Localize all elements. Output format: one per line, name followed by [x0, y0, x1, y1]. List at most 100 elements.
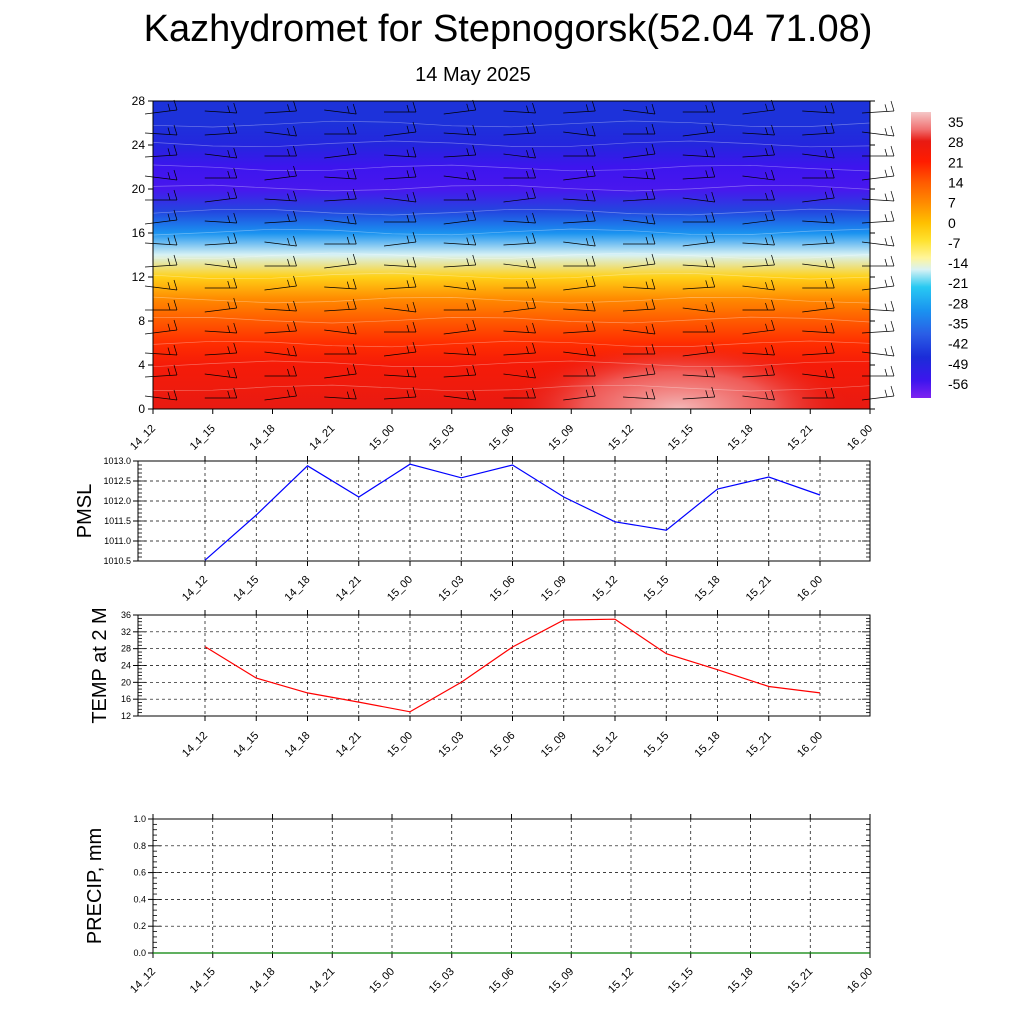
wind-barb [682, 121, 716, 137]
x-tick-label: 15_12 [606, 966, 636, 996]
wind-barb [742, 169, 775, 181]
wind-barb [802, 167, 835, 179]
y-tick-label: 1011.5 [104, 516, 131, 526]
wind-barb [204, 122, 238, 136]
x-tick-label: 15_00 [367, 423, 397, 453]
x-tick-label: 15_03 [436, 730, 466, 760]
wind-barb [383, 166, 417, 180]
wind-barb [144, 344, 178, 356]
wind-barb [563, 385, 596, 401]
wind-barb [383, 256, 417, 268]
wind-barb [204, 342, 238, 356]
wind-barb [443, 144, 477, 158]
x-tick-label: 15_21 [785, 423, 815, 453]
y-tick-label: 4 [138, 358, 145, 372]
wind-barb [682, 231, 716, 247]
wind-barb [802, 212, 835, 224]
x-tick-label: 14_21 [307, 423, 337, 453]
wind-barb [862, 365, 895, 377]
wind-barb [264, 100, 297, 114]
wind-barb [622, 363, 656, 379]
wind-barb [324, 278, 357, 290]
wind-barb [324, 123, 357, 135]
x-tick-label: 15_06 [488, 574, 518, 604]
wind-barb [802, 122, 835, 136]
y-tick-label: 1011.0 [104, 536, 131, 546]
x-tick-label: 15_21 [744, 574, 774, 604]
wind-barb [144, 144, 178, 158]
wind-barb [264, 125, 297, 137]
wind-barb [861, 100, 895, 114]
wind-barb [204, 297, 238, 313]
wind-barb [861, 385, 895, 401]
y-tick-label: 24 [132, 138, 146, 152]
wind-barb [144, 209, 178, 225]
wind-barb [742, 279, 775, 291]
wind-barb [622, 213, 656, 225]
wind-barb [622, 323, 656, 335]
x-tick-label: 15_18 [693, 730, 723, 760]
y-tick-label: 0.0 [133, 948, 146, 958]
x-tick-label: 15_15 [641, 574, 671, 604]
wind-barb [204, 277, 238, 289]
wind-barb [443, 279, 477, 291]
wind-barb [204, 387, 238, 399]
wind-barb [443, 319, 477, 335]
y-tick-label: 1013.0 [103, 456, 131, 466]
wind-barb [383, 191, 417, 203]
wind-barb [384, 321, 417, 333]
x-tick-label: 15_15 [666, 966, 696, 996]
wind-barb [622, 168, 656, 180]
wind-barb [324, 168, 357, 180]
colorbar: 35 28 21 14 7 0 -7 -14 -21 -28 -35 -42 -49 -56 [911, 112, 968, 398]
y-tick-label: 1012.0 [103, 496, 131, 506]
wind-barb [145, 299, 178, 311]
wind-barb [204, 187, 238, 203]
wind-barb [682, 146, 716, 158]
x-tick-label: 15_03 [427, 966, 457, 996]
wind-barb [682, 256, 716, 268]
x-tick-label: 14_12 [180, 574, 210, 604]
wind-barb [264, 385, 297, 401]
wind-barb [563, 345, 596, 357]
contour-line [153, 208, 870, 216]
wind-barb [264, 300, 297, 312]
wind-barb [861, 345, 895, 357]
wind-barb [622, 298, 656, 312]
wind-barb [383, 366, 417, 378]
wind-barb [802, 297, 835, 313]
x-tick-label: 14_15 [231, 730, 261, 760]
wind-barb [443, 234, 477, 246]
wind-barb [443, 124, 477, 136]
wind-barb [742, 144, 775, 158]
x-tick-label: 15_09 [539, 574, 569, 604]
wind-barb [742, 209, 775, 225]
y-tick-label: 32 [121, 627, 131, 637]
colorbar-tick-label: 35 [948, 114, 964, 130]
x-tick-label: 14_15 [188, 423, 218, 453]
wind-barb [264, 345, 297, 357]
wind-barb [144, 99, 178, 115]
wind-barb [682, 101, 716, 113]
wind-barb [204, 367, 238, 379]
wind-barb [144, 279, 178, 291]
wind-barb [383, 301, 417, 313]
x-tick-label: 15_15 [641, 730, 671, 760]
warm-core [506, 341, 851, 409]
wind-barb [204, 167, 238, 179]
wind-barb [503, 232, 536, 246]
y-tick-label: 1010.5 [103, 556, 131, 566]
wind-barb [861, 320, 895, 334]
y-tick-label: 20 [132, 182, 146, 196]
wind-barb [324, 213, 357, 225]
colorbar-ramp [911, 112, 931, 398]
x-tick-label: 15_00 [385, 730, 415, 760]
wind-barb [563, 145, 596, 157]
wind-barb [682, 191, 716, 203]
y-tick-label: 28 [132, 94, 146, 108]
wind-barb [861, 235, 895, 247]
x-tick-label: 15_00 [385, 574, 415, 604]
wind-barb [383, 276, 417, 290]
wind-barb [383, 121, 417, 137]
wind-barb [443, 364, 477, 378]
